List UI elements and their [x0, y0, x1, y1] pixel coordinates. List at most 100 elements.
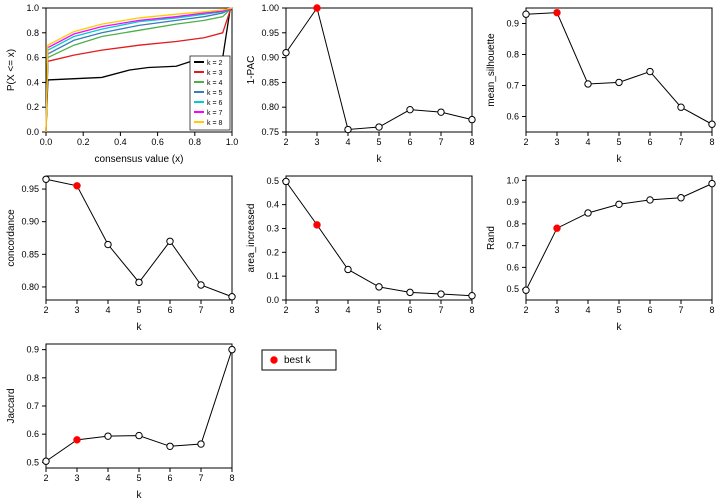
svg-text:0.85: 0.85 [261, 77, 279, 87]
svg-text:8: 8 [229, 305, 234, 315]
svg-text:0.95: 0.95 [21, 184, 39, 194]
svg-text:k: k [377, 154, 383, 165]
svg-text:k: k [377, 322, 383, 333]
svg-text:Rand: Rand [486, 226, 497, 250]
svg-text:7: 7 [198, 305, 203, 315]
svg-text:0.9: 0.9 [506, 197, 519, 207]
svg-text:1.0: 1.0 [226, 137, 239, 147]
svg-text:2: 2 [283, 305, 288, 315]
svg-text:7: 7 [678, 305, 683, 315]
svg-text:7: 7 [438, 305, 443, 315]
svg-text:0.8: 0.8 [26, 28, 39, 38]
svg-text:5: 5 [616, 305, 621, 315]
svg-text:5: 5 [376, 137, 381, 147]
svg-text:0.95: 0.95 [261, 28, 279, 38]
svg-text:mean_silhouette: mean_silhouette [486, 33, 497, 107]
svg-text:7: 7 [438, 137, 443, 147]
svg-text:4: 4 [105, 473, 110, 483]
svg-text:consensus value (x): consensus value (x) [95, 154, 184, 165]
svg-text:3: 3 [74, 473, 79, 483]
svg-text:0.5: 0.5 [506, 284, 519, 294]
svg-text:6: 6 [647, 305, 652, 315]
svg-text:k: k [137, 490, 143, 501]
svg-text:0.4: 0.4 [266, 200, 279, 210]
svg-text:k = 7: k = 7 [207, 110, 222, 117]
svg-text:k = 5: k = 5 [207, 90, 222, 97]
svg-text:0.9: 0.9 [506, 19, 519, 29]
svg-text:k = 3: k = 3 [207, 70, 222, 77]
svg-text:k: k [617, 154, 623, 165]
svg-text:0.1: 0.1 [266, 271, 279, 281]
svg-text:0.3: 0.3 [266, 223, 279, 233]
svg-text:0.8: 0.8 [506, 219, 519, 229]
svg-text:4: 4 [585, 305, 590, 315]
svg-text:5: 5 [136, 473, 141, 483]
svg-text:1.0: 1.0 [26, 3, 39, 13]
svg-text:0.7: 0.7 [26, 401, 39, 411]
svg-text:0.75: 0.75 [261, 127, 279, 137]
ecdf-chart: 0.00.20.40.60.81.00.00.20.40.60.81.0cons… [0, 0, 240, 168]
svg-text:4: 4 [585, 137, 590, 147]
svg-text:k = 8: k = 8 [207, 120, 222, 127]
svg-text:0.4: 0.4 [26, 77, 39, 87]
svg-text:1-PAC: 1-PAC [246, 56, 257, 85]
svg-text:4: 4 [105, 305, 110, 315]
svg-text:0.8: 0.8 [26, 373, 39, 383]
svg-text:3: 3 [554, 305, 559, 315]
svg-text:5: 5 [376, 305, 381, 315]
svg-text:0.0: 0.0 [26, 127, 39, 137]
svg-text:0.6: 0.6 [506, 112, 519, 122]
svg-text:0.5: 0.5 [266, 176, 279, 186]
svg-text:0.8: 0.8 [506, 50, 519, 60]
svg-text:0.80: 0.80 [21, 282, 39, 292]
svg-text:0.4: 0.4 [114, 137, 127, 147]
svg-text:8: 8 [709, 137, 714, 147]
svg-text:0.6: 0.6 [26, 429, 39, 439]
svg-text:0.6: 0.6 [26, 53, 39, 63]
svg-text:0.2: 0.2 [77, 137, 90, 147]
svg-text:2: 2 [523, 305, 528, 315]
svg-text:k = 6: k = 6 [207, 100, 222, 107]
svg-text:8: 8 [469, 137, 474, 147]
svg-text:0.85: 0.85 [21, 249, 39, 259]
svg-text:6: 6 [167, 473, 172, 483]
svg-text:0.7: 0.7 [506, 241, 519, 251]
svg-text:k = 2: k = 2 [207, 60, 222, 67]
svg-text:3: 3 [314, 137, 319, 147]
jaccard-chart: 23456780.50.60.70.80.9kJaccard [0, 336, 240, 504]
svg-text:8: 8 [709, 305, 714, 315]
svg-text:6: 6 [407, 305, 412, 315]
svg-text:k: k [617, 322, 623, 333]
svg-text:0.9: 0.9 [26, 345, 39, 355]
svg-text:3: 3 [554, 137, 559, 147]
svg-text:8: 8 [469, 305, 474, 315]
svg-text:2: 2 [523, 137, 528, 147]
area_increased-chart: 23456780.00.10.20.30.40.5karea_increased [240, 168, 480, 336]
one_minus_pac-chart: 23456780.750.800.850.900.951.00k1-PAC [240, 0, 480, 168]
svg-text:4: 4 [345, 305, 350, 315]
svg-text:6: 6 [647, 137, 652, 147]
bestk-legend: best k [240, 336, 480, 504]
svg-text:3: 3 [314, 305, 319, 315]
svg-text:Jaccard: Jaccard [6, 388, 17, 423]
mean_silhouette-chart: 23456780.60.70.80.9kmean_silhouette [480, 0, 720, 168]
svg-text:area_increased: area_increased [246, 204, 257, 273]
svg-text:0.90: 0.90 [21, 217, 39, 227]
svg-text:2: 2 [283, 137, 288, 147]
svg-text:4: 4 [345, 137, 350, 147]
svg-text:P(X <= x): P(X <= x) [6, 49, 17, 91]
svg-text:8: 8 [229, 473, 234, 483]
svg-text:1.00: 1.00 [261, 3, 279, 13]
svg-text:7: 7 [198, 473, 203, 483]
svg-text:0.80: 0.80 [261, 102, 279, 112]
svg-text:k = 4: k = 4 [207, 80, 222, 87]
svg-text:concordance: concordance [6, 209, 17, 267]
concordance-chart: 23456780.800.850.900.95kconcordance [0, 168, 240, 336]
svg-text:5: 5 [616, 137, 621, 147]
svg-text:k: k [137, 322, 143, 333]
svg-text:5: 5 [136, 305, 141, 315]
svg-text:0.8: 0.8 [189, 137, 202, 147]
svg-text:1.0: 1.0 [506, 175, 519, 185]
svg-text:0.90: 0.90 [261, 53, 279, 63]
svg-text:0.5: 0.5 [26, 457, 39, 467]
